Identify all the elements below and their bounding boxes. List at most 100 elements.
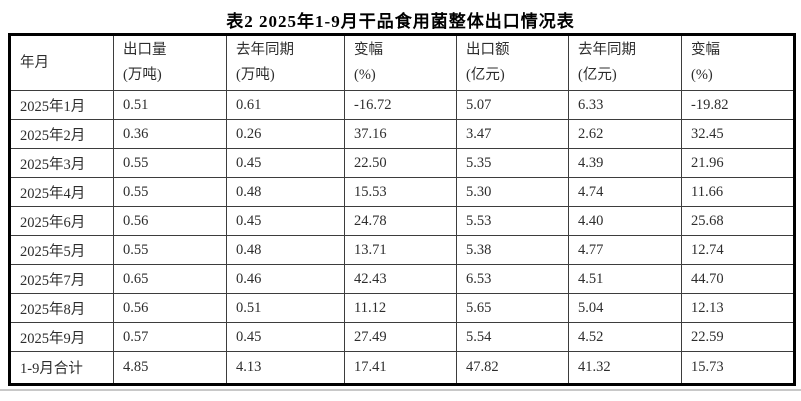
column-header-unit: (亿元) (578, 67, 617, 83)
value-cell: 0.36 (113, 119, 227, 149)
value-cell: 4.13 (226, 351, 345, 385)
value-cell: 24.78 (344, 206, 457, 236)
column-header-1: 出口量 (万吨) (113, 34, 227, 91)
column-header-unit: (亿元) (466, 67, 505, 83)
value-cell: 12.13 (681, 293, 795, 323)
export-data-table: 年月 出口量 (万吨) 去年同期 (万吨) 变幅 (%) 出口额 (亿元) 去年同期 (亿元) 变幅 (… (8, 33, 796, 386)
value-cell: 4.39 (568, 148, 682, 178)
table-row: 2025年3月 0.55 0.45 22.50 5.35 4.39 21.96 (9, 148, 795, 178)
column-header-3: 变幅 (%) (344, 34, 457, 91)
row-label-cell: 2025年1月 (9, 90, 114, 120)
value-cell: 0.61 (226, 90, 345, 120)
value-cell: 4.40 (568, 206, 682, 236)
table-row: 2025年4月 0.55 0.48 15.53 5.30 4.74 11.66 (9, 177, 795, 207)
row-label-cell: 2025年8月 (9, 293, 114, 323)
value-cell: 42.43 (344, 264, 457, 294)
row-label-cell: 2025年7月 (9, 264, 114, 294)
value-cell: 27.49 (344, 322, 457, 352)
row-label-cell: 2025年2月 (9, 119, 114, 149)
value-cell: 0.48 (226, 235, 345, 265)
value-cell: 5.53 (456, 206, 569, 236)
value-cell: 13.71 (344, 235, 457, 265)
column-header-4: 出口额 (亿元) (456, 34, 569, 91)
table-row: 2025年8月 0.56 0.51 11.12 5.65 5.04 12.13 (9, 293, 795, 323)
table-row: 2025年1月 0.51 0.61 -16.72 5.07 6.33 -19.82 (9, 90, 795, 120)
table-row: 2025年9月 0.57 0.45 27.49 5.54 4.52 22.59 (9, 322, 795, 352)
value-cell: 0.45 (226, 206, 345, 236)
value-cell: 6.53 (456, 264, 569, 294)
value-cell: 0.45 (226, 322, 345, 352)
table-body: 2025年1月 0.51 0.61 -16.72 5.07 6.33 -19.82 2025年… (9, 90, 795, 385)
value-cell: 25.68 (681, 206, 795, 236)
value-cell: 0.46 (226, 264, 345, 294)
value-cell: 0.51 (226, 293, 345, 323)
value-cell: 4.51 (568, 264, 682, 294)
column-header-5: 去年同期 (亿元) (568, 34, 682, 91)
value-cell: 5.35 (456, 148, 569, 178)
row-label-cell: 2025年6月 (9, 206, 114, 236)
value-cell: 32.45 (681, 119, 795, 149)
value-cell: 4.74 (568, 177, 682, 207)
value-cell: 0.45 (226, 148, 345, 178)
row-label-cell: 2025年9月 (9, 322, 114, 352)
column-header-label: 变幅 (691, 42, 720, 58)
table-row: 1-9月合计 4.85 4.13 17.41 47.82 41.32 15.73 (9, 351, 795, 385)
value-cell: 5.07 (456, 90, 569, 120)
row-label-cell: 1-9月合计 (9, 351, 114, 385)
value-cell: 22.59 (681, 322, 795, 352)
value-cell: 6.33 (568, 90, 682, 120)
table-row: 2025年5月 0.55 0.48 13.71 5.38 4.77 12.74 (9, 235, 795, 265)
value-cell: 0.56 (113, 206, 227, 236)
column-header-0: 年月 (9, 34, 114, 91)
value-cell: 11.12 (344, 293, 457, 323)
value-cell: 12.74 (681, 235, 795, 265)
value-cell: 15.73 (681, 351, 795, 385)
value-cell: 5.54 (456, 322, 569, 352)
value-cell: 0.56 (113, 293, 227, 323)
value-cell: 5.30 (456, 177, 569, 207)
value-cell: 4.52 (568, 322, 682, 352)
column-header-unit: (%) (354, 67, 376, 83)
column-header-label: 出口额 (466, 42, 510, 58)
table-title: 表2 2025年1-9月干品食用菌整体出口情况表 (226, 12, 575, 31)
column-header-label: 出口量 (123, 42, 167, 58)
row-label-cell: 2025年5月 (9, 235, 114, 265)
value-cell: 15.53 (344, 177, 457, 207)
column-header-label: 去年同期 (236, 42, 294, 58)
header-row: 年月 出口量 (万吨) 去年同期 (万吨) 变幅 (%) 出口额 (亿元) 去年同期 (亿元) 变幅 (… (9, 34, 795, 91)
value-cell: 44.70 (681, 264, 795, 294)
value-cell: 47.82 (456, 351, 569, 385)
value-cell: 0.55 (113, 177, 227, 207)
value-cell: 22.50 (344, 148, 457, 178)
value-cell: 21.96 (681, 148, 795, 178)
column-header-label: 年月 (20, 54, 49, 71)
value-cell: 0.57 (113, 322, 227, 352)
column-header-label: 变幅 (354, 42, 383, 58)
column-header-unit: (万吨) (123, 67, 162, 83)
value-cell: 5.04 (568, 293, 682, 323)
table-row: 2025年2月 0.36 0.26 37.16 3.47 2.62 32.45 (9, 119, 795, 149)
value-cell: 0.55 (113, 148, 227, 178)
row-label-cell: 2025年3月 (9, 148, 114, 178)
column-header-unit: (万吨) (236, 67, 275, 83)
value-cell: -19.82 (681, 90, 795, 120)
next-content-cutoff (0, 389, 801, 391)
value-cell: 0.26 (226, 119, 345, 149)
value-cell: 11.66 (681, 177, 795, 207)
value-cell: 4.77 (568, 235, 682, 265)
value-cell: -16.72 (344, 90, 457, 120)
value-cell: 41.32 (568, 351, 682, 385)
value-cell: 3.47 (456, 119, 569, 149)
value-cell: 2.62 (568, 119, 682, 149)
value-cell: 0.65 (113, 264, 227, 294)
table-row: 2025年6月 0.56 0.45 24.78 5.53 4.40 25.68 (9, 206, 795, 236)
column-header-unit: (%) (691, 67, 713, 83)
row-label-cell: 2025年4月 (9, 177, 114, 207)
value-cell: 4.85 (113, 351, 227, 385)
value-cell: 37.16 (344, 119, 457, 149)
table-header: 年月 出口量 (万吨) 去年同期 (万吨) 变幅 (%) 出口额 (亿元) 去年同期 (亿元) 变幅 (… (9, 34, 795, 91)
value-cell: 0.48 (226, 177, 345, 207)
table-row: 2025年7月 0.65 0.46 42.43 6.53 4.51 44.70 (9, 264, 795, 294)
value-cell: 0.55 (113, 235, 227, 265)
